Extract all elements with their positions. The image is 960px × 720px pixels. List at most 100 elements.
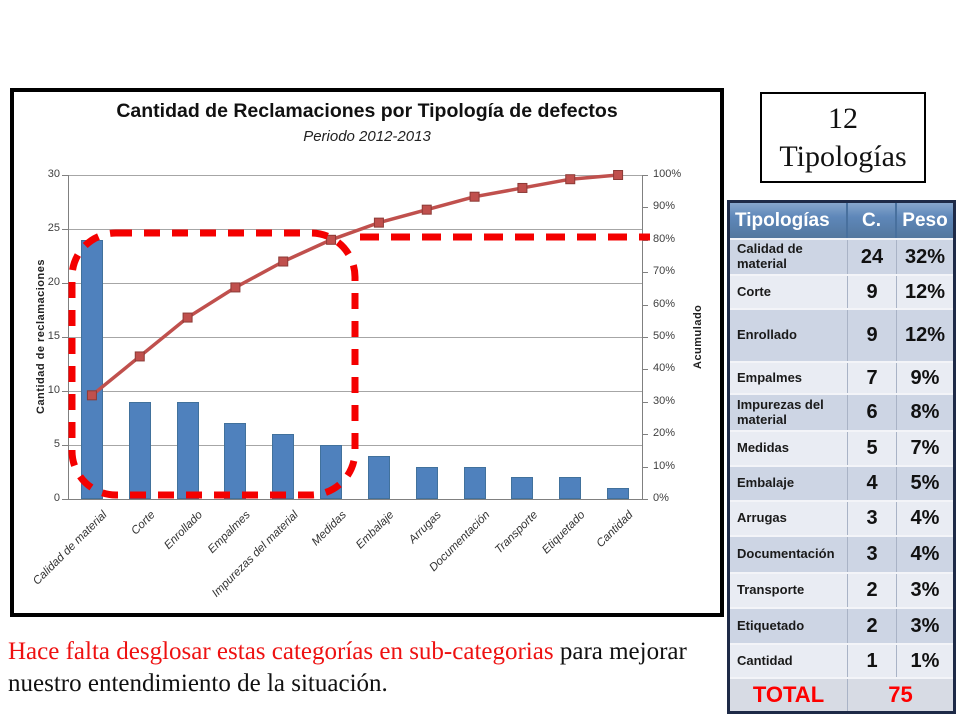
table-header-weight: Peso <box>902 209 948 231</box>
bottom-annotation: Hace falta desglosar estas categorías en… <box>8 636 714 700</box>
y-axis-tick-label: 0 <box>53 492 60 504</box>
y-axis-tick <box>62 229 68 230</box>
y-axis-right-tick <box>642 175 648 176</box>
table-cell-typology: Transporte <box>730 574 848 607</box>
y-axis-tick-label: 5 <box>53 438 60 450</box>
y-axis-tick-label: 15 <box>47 330 60 342</box>
annotation-black-text: para mejorar nuestro entendimiento de la… <box>8 638 687 697</box>
table-row: Impurezas del material 6 8% <box>730 393 953 430</box>
table-cell-weight: 32% <box>904 245 946 268</box>
table-cell-count: 1 <box>848 645 897 677</box>
bar <box>224 423 247 499</box>
table-cell-count: 2 <box>848 574 897 607</box>
y-axis-tick-label: 25 <box>47 222 60 234</box>
gridline <box>68 175 642 176</box>
table-cell-typology: Embalaje <box>730 467 848 500</box>
table-row: Empalmes 7 9% <box>730 361 953 393</box>
table-cell-typology: Impurezas del material <box>730 395 848 430</box>
y-axis-right-tick-label: 100% <box>653 168 682 180</box>
y-axis-right-tick <box>642 466 648 468</box>
table-row: Embalaje 4 5% <box>730 465 953 500</box>
table-cell-weight: 5% <box>910 472 940 494</box>
line-marker <box>182 312 193 323</box>
table-cell-weight: 1% <box>910 649 940 672</box>
table-header-row: Tipologías C. Peso <box>730 203 953 238</box>
bar <box>463 466 486 499</box>
bar <box>367 455 390 499</box>
table-row: Etiquetado 2 3% <box>730 607 953 643</box>
y-axis-right-tick-label: 0% <box>653 492 669 504</box>
y-axis-tick <box>62 175 68 176</box>
table-cell-count: 24 <box>848 240 897 274</box>
table-cell-typology: Arrugas <box>730 502 848 535</box>
table-cell-typology: Empalmes <box>730 363 848 393</box>
y-axis-right-tick-label: 20% <box>653 427 676 440</box>
pareto-chart: Cantidad de Reclamaciones por Tipología … <box>14 92 720 613</box>
table-cell-weight: 8% <box>910 401 940 423</box>
red-dashed-highlight-box <box>68 229 359 499</box>
table-row: Arrugas 3 4% <box>730 500 953 535</box>
table-row: Cantidad 1 1% <box>730 643 953 677</box>
annotation-red-text: Hace falta desglosar estas categorías en… <box>8 638 554 665</box>
table-total-row: TOTAL 75 <box>730 677 953 711</box>
callout-count: 12 <box>828 102 858 135</box>
chart-title: Cantidad de Reclamaciones por Tipología … <box>116 100 618 122</box>
y-axis-right-tick <box>642 207 648 209</box>
y-axis-right-tick-label: 70% <box>653 265 676 278</box>
table-cell-weight: 4% <box>910 507 940 529</box>
y-axis-left-line <box>68 175 69 499</box>
gridline <box>68 283 642 284</box>
table-cell-count: 7 <box>848 363 897 393</box>
line-marker <box>517 182 528 193</box>
pareto-chart-frame: Cantidad de Reclamaciones por Tipología … <box>10 88 724 617</box>
line-marker <box>469 191 480 202</box>
table-cell-count: 3 <box>848 537 897 572</box>
y-axis-tick <box>62 283 68 284</box>
total-label: TOTAL <box>730 679 848 711</box>
table-cell-weight: 7% <box>910 437 940 459</box>
table-cell-typology: Documentación <box>730 537 848 572</box>
y-axis-right-tick-label: 90% <box>653 200 676 213</box>
bar <box>511 477 534 499</box>
y-axis-right-tick-label: 10% <box>653 459 676 472</box>
table-cell-typology: Corte <box>730 276 848 308</box>
line-marker <box>230 282 241 293</box>
x-axis-line <box>68 499 642 500</box>
cumulative-line <box>90 173 619 397</box>
line-marker <box>565 174 576 185</box>
table-row: Transporte 2 3% <box>730 572 953 607</box>
y-axis-right-tick-label: 30% <box>653 394 676 407</box>
y-axis-right-tick-label: 50% <box>653 330 676 342</box>
y-axis-right-tick <box>642 304 648 306</box>
table-cell-typology: Medidas <box>730 432 848 465</box>
table-cell-count: 3 <box>848 502 897 535</box>
line-marker <box>278 256 289 267</box>
total-value: 75 <box>888 682 913 707</box>
table-row: Documentación 3 4% <box>730 535 953 572</box>
table-header-typologies: Tipologías <box>730 203 848 238</box>
bar <box>607 488 630 499</box>
y-axis-tick <box>62 445 68 446</box>
y-axis-right-tick <box>642 499 648 500</box>
y-axis-tick-label: 10 <box>47 384 60 396</box>
line-markers <box>86 170 624 401</box>
line-marker <box>421 204 432 215</box>
y-axis-tick <box>62 391 68 392</box>
table-row: Corte 9 12% <box>730 274 953 308</box>
line-marker <box>86 390 97 401</box>
table-cell-weight: 9% <box>910 366 940 389</box>
line-marker <box>613 170 624 180</box>
table-cell-typology: Calidad de material <box>730 240 848 274</box>
table-cell-typology: Etiquetado <box>730 609 848 643</box>
y-axis-right-tick <box>642 401 648 403</box>
y-axis-right-tick <box>642 434 648 436</box>
table-cell-count: 6 <box>848 395 897 430</box>
table-header-count: C. <box>848 203 897 238</box>
table-cell-count: 2 <box>848 609 897 643</box>
y-axis-tick <box>62 499 68 500</box>
line-marker <box>134 351 145 362</box>
gridline <box>68 337 642 338</box>
table-cell-typology: Enrollado <box>730 310 848 361</box>
y-axis-tick-label: 30 <box>47 168 60 180</box>
table-cell-count: 9 <box>848 276 897 308</box>
